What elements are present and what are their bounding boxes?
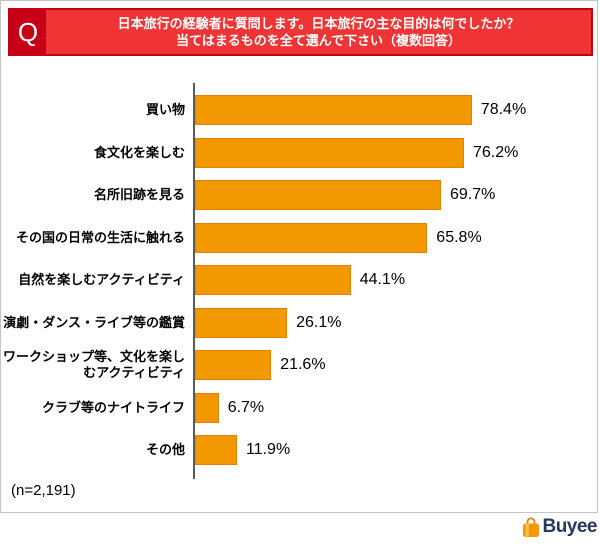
bar bbox=[195, 435, 237, 466]
bar-row: 名所旧跡を見る 69.7% bbox=[1, 174, 597, 217]
category-label: 演劇・ダンス・ライブ等の鑑賞 bbox=[3, 314, 185, 330]
value-label: 76.2% bbox=[473, 143, 519, 161]
category-label: 名所旧跡を見る bbox=[93, 187, 185, 203]
bar bbox=[195, 95, 472, 126]
category-label: クラブ等のナイトライフ bbox=[41, 399, 185, 415]
q-badge: Q bbox=[10, 10, 46, 54]
bar-area: 44.1% bbox=[195, 265, 597, 296]
bar-area: 78.4% bbox=[195, 95, 597, 126]
bar-row: 食文化を楽しむ 76.2% bbox=[1, 132, 597, 175]
bar-area: 65.8% bbox=[195, 222, 597, 253]
bar-rows: 買い物 78.4% 食文化を楽しむ 76.2% 名所旧跡を見る 69.7% その国の日常の生… bbox=[1, 89, 597, 472]
category-label: 自然を楽しむアクティビティ bbox=[18, 272, 185, 288]
value-label: 69.7% bbox=[450, 186, 496, 204]
question-banner: Q 日本旅行の経験者に質問します。日本旅行の主な目的は何でしたか？ 当てはまるも… bbox=[8, 8, 593, 56]
value-label: 26.1% bbox=[296, 313, 342, 331]
bar bbox=[195, 137, 464, 168]
bar bbox=[195, 392, 219, 423]
bar-row: その他 11.9% bbox=[1, 429, 597, 472]
bar-row: 演劇・ダンス・ライブ等の鑑賞 26.1% bbox=[1, 302, 597, 345]
value-label: 65.8% bbox=[436, 228, 482, 246]
bar-area: 11.9% bbox=[195, 435, 597, 466]
question-title: 日本旅行の経験者に質問します。日本旅行の主な目的は何でしたか？ 当てはまるものを… bbox=[46, 10, 591, 54]
chart-frame: Q 日本旅行の経験者に質問します。日本旅行の主な目的は何でしたか？ 当てはまるも… bbox=[0, 0, 598, 513]
bar-row: 自然を楽しむアクティビティ 44.1% bbox=[1, 259, 597, 302]
bar bbox=[195, 222, 428, 253]
question-title-line1: 日本旅行の経験者に質問します。日本旅行の主な目的は何でしたか？ bbox=[117, 16, 520, 31]
bar bbox=[195, 350, 272, 381]
bar-row: クラブ等のナイトライフ 6.7% bbox=[1, 387, 597, 430]
shopping-bag-icon bbox=[522, 516, 540, 538]
bar bbox=[195, 265, 351, 296]
bar bbox=[195, 307, 288, 338]
bar-area: 21.6% bbox=[195, 350, 597, 381]
bar bbox=[195, 180, 441, 211]
category-label: その国の日常の生活に触れる bbox=[15, 229, 185, 245]
category-label: 買い物 bbox=[145, 102, 185, 118]
question-title-line2: 当てはまるものを全て選んで下さい（複数回答） bbox=[175, 33, 462, 48]
bar-area: 26.1% bbox=[195, 307, 597, 338]
logo-text: Buyee bbox=[542, 516, 597, 537]
y-axis-line bbox=[193, 83, 195, 479]
bar-area: 6.7% bbox=[195, 392, 597, 423]
value-label: 6.7% bbox=[227, 398, 265, 416]
value-label: 11.9% bbox=[246, 441, 291, 459]
value-label: 78.4% bbox=[480, 101, 527, 119]
bar-row: ワークショップ等、文化を楽しむアクティビティ 21.6% bbox=[1, 344, 597, 387]
value-label: 44.1% bbox=[359, 271, 406, 289]
value-label: 21.6% bbox=[280, 356, 326, 374]
bar-area: 76.2% bbox=[195, 137, 597, 168]
category-label: その他 bbox=[145, 442, 185, 458]
sample-size-note: (n=2,191) bbox=[11, 482, 76, 499]
bar-area: 69.7% bbox=[195, 180, 597, 211]
bar-row: 買い物 78.4% bbox=[1, 89, 597, 132]
bar-row: その国の日常の生活に触れる 65.8% bbox=[1, 217, 597, 260]
category-label: 食文化を楽しむ bbox=[93, 144, 185, 160]
buyee-logo: Buyee bbox=[522, 516, 597, 538]
category-label: ワークショップ等、文化を楽しむアクティビティ bbox=[2, 349, 185, 381]
